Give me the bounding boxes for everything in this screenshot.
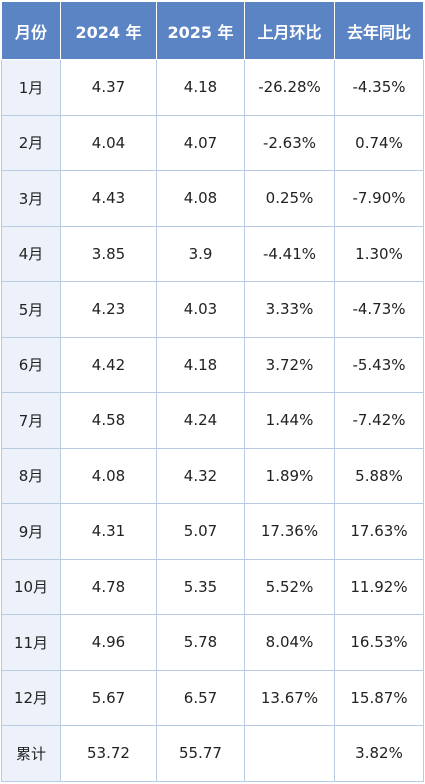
yoy-cell: -7.90% bbox=[334, 170, 424, 227]
month-cell: 12月 bbox=[1, 669, 61, 726]
month-cell: 11月 bbox=[1, 614, 61, 671]
value-2025-cell: 6.57 bbox=[156, 669, 245, 726]
mom-cell: 13.67% bbox=[244, 669, 335, 726]
header-row: 月份 2024 年 2025 年 上月环比 去年同比 bbox=[1, 1, 424, 60]
table-row: 11月 4.96 5.78 8.04% 16.53% bbox=[1, 614, 424, 671]
header-mom: 上月环比 bbox=[244, 1, 335, 60]
mom-cell: -2.63% bbox=[244, 114, 335, 171]
mom-cell: 3.72% bbox=[244, 336, 335, 393]
value-2025-cell: 5.35 bbox=[156, 558, 245, 615]
header-month: 月份 bbox=[1, 1, 61, 60]
mom-cell: 1.89% bbox=[244, 447, 335, 504]
mom-cell: 3.33% bbox=[244, 281, 335, 338]
value-2024-cell: 4.43 bbox=[60, 170, 157, 227]
header-2025: 2025 年 bbox=[156, 1, 245, 60]
mom-cell: 1.44% bbox=[244, 392, 335, 449]
table-row: 7月 4.58 4.24 1.44% -7.42% bbox=[1, 392, 424, 449]
value-2024-cell: 4.37 bbox=[60, 59, 157, 116]
value-2024-cell: 4.08 bbox=[60, 447, 157, 504]
month-cell: 8月 bbox=[1, 447, 61, 504]
value-2025-cell: 5.78 bbox=[156, 614, 245, 671]
header-2024: 2024 年 bbox=[60, 1, 157, 60]
table-row: 9月 4.31 5.07 17.36% 17.63% bbox=[1, 503, 424, 560]
yoy-cell: 1.30% bbox=[334, 225, 424, 282]
mom-cell: 5.52% bbox=[244, 558, 335, 615]
header-yoy: 去年同比 bbox=[334, 1, 424, 60]
table-row: 1月 4.37 4.18 -26.28% -4.35% bbox=[1, 59, 424, 116]
month-cell: 2月 bbox=[1, 114, 61, 171]
month-cell: 10月 bbox=[1, 558, 61, 615]
total-row: 累计 53.72 55.77 3.82% bbox=[1, 725, 424, 782]
yoy-cell: -4.73% bbox=[334, 281, 424, 338]
yoy-cell: -4.35% bbox=[334, 59, 424, 116]
yoy-cell: 15.87% bbox=[334, 669, 424, 726]
mom-cell: 17.36% bbox=[244, 503, 335, 560]
value-2024-cell: 4.58 bbox=[60, 392, 157, 449]
month-cell: 9月 bbox=[1, 503, 61, 560]
value-2024-cell: 4.78 bbox=[60, 558, 157, 615]
value-2025-cell: 4.08 bbox=[156, 170, 245, 227]
mom-cell: -4.41% bbox=[244, 225, 335, 282]
yoy-cell: 11.92% bbox=[334, 558, 424, 615]
table-row: 6月 4.42 4.18 3.72% -5.43% bbox=[1, 336, 424, 393]
value-2025-cell: 4.32 bbox=[156, 447, 245, 504]
table-row: 4月 3.85 3.9 -4.41% 1.30% bbox=[1, 225, 424, 282]
total-2025-cell: 55.77 bbox=[156, 725, 245, 782]
mom-cell: -26.28% bbox=[244, 59, 335, 116]
month-cell: 4月 bbox=[1, 225, 61, 282]
table-row: 10月 4.78 5.35 5.52% 11.92% bbox=[1, 558, 424, 615]
value-2024-cell: 4.96 bbox=[60, 614, 157, 671]
value-2024-cell: 4.23 bbox=[60, 281, 157, 338]
table-row: 2月 4.04 4.07 -2.63% 0.74% bbox=[1, 114, 424, 171]
mom-cell: 0.25% bbox=[244, 170, 335, 227]
mom-cell: 8.04% bbox=[244, 614, 335, 671]
value-2024-cell: 3.85 bbox=[60, 225, 157, 282]
table-row: 8月 4.08 4.32 1.89% 5.88% bbox=[1, 447, 424, 504]
month-cell: 1月 bbox=[1, 59, 61, 116]
value-2025-cell: 4.18 bbox=[156, 59, 245, 116]
yoy-cell: 5.88% bbox=[334, 447, 424, 504]
table-row: 5月 4.23 4.03 3.33% -4.73% bbox=[1, 281, 424, 338]
yoy-cell: -5.43% bbox=[334, 336, 424, 393]
value-2025-cell: 4.07 bbox=[156, 114, 245, 171]
value-2025-cell: 3.9 bbox=[156, 225, 245, 282]
value-2025-cell: 4.18 bbox=[156, 336, 245, 393]
total-mom-cell bbox=[244, 725, 335, 782]
value-2025-cell: 5.07 bbox=[156, 503, 245, 560]
yoy-cell: 16.53% bbox=[334, 614, 424, 671]
value-2025-cell: 4.03 bbox=[156, 281, 245, 338]
value-2024-cell: 4.04 bbox=[60, 114, 157, 171]
yoy-cell: 17.63% bbox=[334, 503, 424, 560]
table-row: 12月 5.67 6.57 13.67% 15.87% bbox=[1, 669, 424, 726]
total-yoy-cell: 3.82% bbox=[334, 725, 424, 782]
total-label-cell: 累计 bbox=[1, 725, 61, 782]
yoy-cell: 0.74% bbox=[334, 114, 424, 171]
value-2024-cell: 4.31 bbox=[60, 503, 157, 560]
yoy-cell: -7.42% bbox=[334, 392, 424, 449]
total-2024-cell: 53.72 bbox=[60, 725, 157, 782]
table-row: 3月 4.43 4.08 0.25% -7.90% bbox=[1, 170, 424, 227]
value-2024-cell: 4.42 bbox=[60, 336, 157, 393]
month-cell: 7月 bbox=[1, 392, 61, 449]
month-cell: 3月 bbox=[1, 170, 61, 227]
value-2024-cell: 5.67 bbox=[60, 669, 157, 726]
month-cell: 6月 bbox=[1, 336, 61, 393]
value-2025-cell: 4.24 bbox=[156, 392, 245, 449]
month-cell: 5月 bbox=[1, 281, 61, 338]
